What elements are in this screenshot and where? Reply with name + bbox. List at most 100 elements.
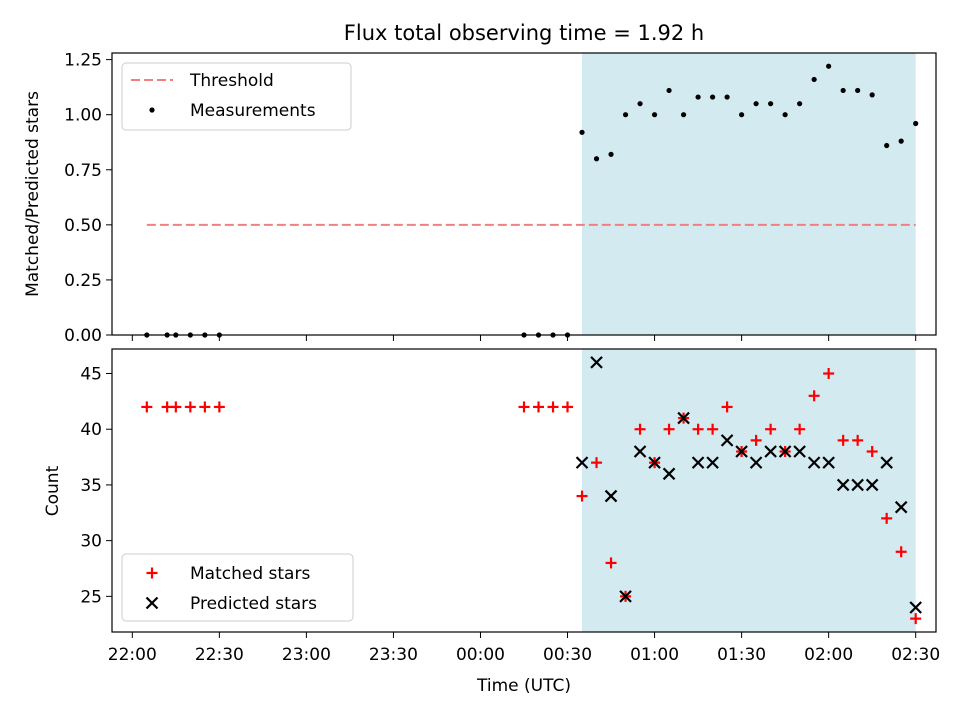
matched-stars-point: [533, 401, 545, 413]
predicted-stars-point: [691, 456, 705, 469]
predicted-stars-point: [575, 456, 589, 469]
x-tick-label: 01:00: [630, 645, 679, 665]
measurement-point: [695, 94, 701, 100]
matched-stars-point: [199, 401, 211, 413]
matched-stars-point: [634, 423, 646, 435]
measurement-point: [840, 87, 846, 94]
measurement-point: [651, 112, 658, 118]
legend-box: [121, 553, 354, 622]
predicted-stars-point: [807, 456, 821, 469]
legend-matched-label: Matched stars: [190, 564, 310, 584]
measurement-point: [811, 76, 817, 83]
matched-stars-point: [866, 446, 878, 458]
y-tick-label: 0.00: [64, 326, 102, 346]
matched-stars-point: [170, 401, 182, 413]
predicted-stars-point: [662, 467, 676, 481]
x-tick-label: 02:30: [891, 645, 940, 665]
legend-plus-marker: [146, 567, 158, 579]
ratio-panel-legend: Threshold Measurements: [121, 62, 352, 131]
matched-stars-point: [518, 401, 530, 413]
matched-stars-point: [794, 423, 806, 435]
count-panel: 25 30 35 40 45 22:00 22:30 23:00 23:30 00:00 00:3…: [43, 348, 940, 696]
y-tick-label: 25: [80, 587, 102, 607]
predicted-stars-point: [822, 456, 835, 469]
matched-stars-point: [808, 390, 820, 402]
measurement-point: [637, 101, 643, 107]
x-tick-label: 01:30: [717, 645, 766, 665]
predicted-stars-point: [793, 445, 806, 458]
predicted-stars-point: [749, 456, 763, 469]
observing-window-shade: [582, 349, 916, 632]
measurement-point: [739, 112, 745, 118]
y-tick-label: 45: [80, 365, 102, 385]
matched-stars-point: [721, 401, 733, 413]
predicted-stars-point: [706, 456, 719, 469]
predicted-stars-point: [633, 445, 647, 458]
predicted-stars-point: [619, 590, 632, 603]
count-panel-frame: [111, 348, 937, 633]
measurement-point: [898, 138, 904, 144]
predicted-stars-point: [590, 356, 603, 369]
matched-stars-point: [895, 546, 907, 558]
legend-predicted-label: Predicted stars: [190, 594, 317, 614]
matched-stars-point: [881, 512, 893, 524]
y-tick-label: 1.25: [64, 51, 102, 71]
ratio-panel: 0.00 0.25 0.50 0.75 1.00 1.25 Matched/Predict…: [23, 51, 937, 346]
measurement-point: [869, 92, 875, 98]
matched-stars-point: [852, 434, 864, 446]
ratio-panel-ylabel: Matched/Predicted stars: [23, 91, 43, 297]
predicted-stars-point: [720, 434, 734, 447]
y-tick-label: 0.75: [64, 161, 102, 181]
measurement-point: [622, 112, 629, 118]
measurement-point: [666, 87, 672, 94]
matched-stars-point: [576, 490, 588, 502]
matched-stars-point: [141, 401, 153, 413]
predicted-stars-point: [764, 445, 777, 458]
matched-stars-point: [663, 423, 675, 435]
count-panel-xlabel: Time (UTC): [476, 676, 571, 696]
legend-x-marker: [145, 596, 159, 610]
matched-stars-point: [837, 434, 849, 446]
y-tick-label: 0.50: [64, 216, 102, 236]
count-panel-ylabel: Count: [43, 465, 63, 516]
predicted-stars-point: [778, 445, 792, 458]
count-panel-legend: Matched stars Predicted stars: [121, 553, 354, 622]
matched-stars-point: [692, 423, 704, 435]
y-tick-label: 35: [80, 476, 102, 496]
x-tick-label: 00:30: [543, 645, 592, 665]
chart-title: Flux total observing time = 1.92 h: [344, 21, 704, 45]
matched-stars-point: [184, 401, 196, 413]
legend-measurements-label: Measurements: [190, 101, 316, 121]
legend-box: [121, 62, 352, 131]
ratio-panel-frame: [111, 52, 937, 336]
x-tick-label: 23:00: [282, 645, 331, 665]
matched-stars-point: [823, 368, 835, 380]
measurement-point: [782, 112, 788, 118]
matched-stars-point: [591, 457, 603, 469]
predicted-stars-point: [880, 456, 893, 469]
predicted-stars-point: [865, 478, 879, 492]
legend-threshold-label: Threshold: [189, 71, 274, 91]
matched-stars-point: [910, 613, 922, 625]
matched-stars-point: [750, 434, 762, 446]
measurement-point: [593, 156, 600, 162]
predicted-stars-point: [894, 500, 908, 514]
predicted-stars-point: [851, 478, 864, 492]
measurement-point: [680, 112, 687, 118]
measurement-point: [855, 87, 861, 94]
y-tick-label: 30: [80, 532, 102, 552]
measurement-point: [768, 101, 774, 107]
predicted-stars-point: [677, 411, 690, 425]
measurement-point: [608, 151, 614, 157]
y-tick-label: 40: [80, 420, 102, 440]
legend-matched-swatch: [146, 567, 158, 579]
matched-stars-point: [547, 401, 559, 413]
legend-measurements-swatch: [149, 107, 155, 113]
matched-stars-point: [213, 401, 225, 413]
measurement-point: [753, 101, 759, 107]
predicted-stars-point: [909, 601, 922, 614]
matched-stars-point: [707, 423, 719, 435]
x-tick-label: 00:00: [456, 645, 505, 665]
y-tick-label: 0.25: [64, 271, 102, 291]
